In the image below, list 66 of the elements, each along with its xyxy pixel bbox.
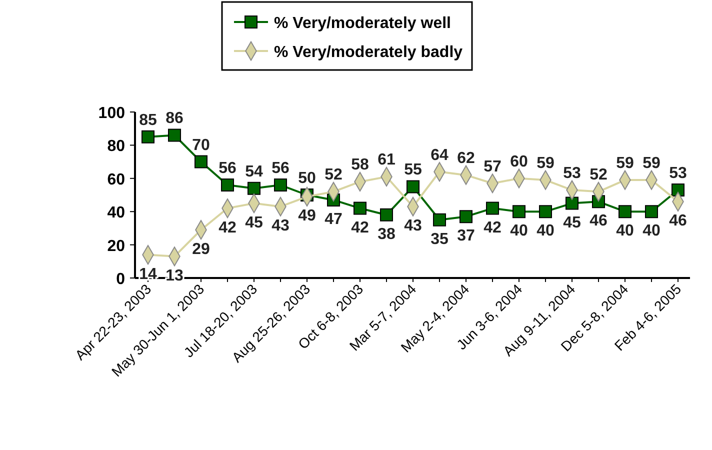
data-label: 64 bbox=[430, 146, 448, 164]
data-label: 46 bbox=[590, 212, 608, 230]
point bbox=[406, 180, 420, 194]
data-label: 52 bbox=[324, 166, 342, 184]
data-label: 85 bbox=[139, 112, 157, 129]
data-label: 52 bbox=[590, 166, 608, 184]
y-tick-label: 100 bbox=[98, 105, 126, 122]
point bbox=[618, 205, 632, 218]
point bbox=[194, 155, 208, 168]
y-tick-label: 60 bbox=[107, 171, 126, 188]
data-label: 45 bbox=[245, 214, 263, 232]
data-label: 38 bbox=[378, 226, 396, 243]
point bbox=[645, 205, 658, 218]
data-label: 56 bbox=[272, 160, 290, 178]
data-label: 55 bbox=[404, 162, 422, 179]
point bbox=[248, 182, 260, 195]
point bbox=[221, 178, 234, 192]
data-label: 53 bbox=[669, 165, 687, 182]
data-label: 53 bbox=[563, 165, 581, 182]
data-label: 46 bbox=[669, 212, 687, 230]
data-label: 86 bbox=[166, 110, 184, 128]
point bbox=[142, 130, 154, 144]
point bbox=[168, 128, 181, 142]
data-label: 59 bbox=[642, 155, 660, 172]
data-label: 54 bbox=[245, 163, 263, 180]
data-label: 45 bbox=[563, 214, 581, 232]
data-label: 61 bbox=[378, 152, 396, 169]
point bbox=[460, 210, 472, 224]
point bbox=[566, 196, 578, 210]
data-label: 40 bbox=[616, 222, 634, 240]
data-label: 29 bbox=[192, 240, 210, 258]
data-label: 43 bbox=[404, 218, 422, 235]
point bbox=[380, 208, 393, 222]
point bbox=[354, 202, 366, 215]
data-label: 57 bbox=[484, 158, 502, 176]
point bbox=[486, 202, 499, 215]
data-label: 59 bbox=[536, 155, 554, 172]
point bbox=[539, 205, 552, 218]
point bbox=[672, 184, 684, 197]
data-label: 50 bbox=[298, 170, 316, 187]
data-label: 59 bbox=[616, 155, 634, 172]
data-label: 42 bbox=[351, 219, 369, 236]
legend-label: % Very/moderately well bbox=[274, 15, 451, 32]
y-tick-label: 20 bbox=[107, 238, 126, 255]
data-label: 42 bbox=[484, 219, 502, 236]
data-label: 49 bbox=[298, 208, 316, 225]
data-label: 62 bbox=[457, 150, 475, 168]
point bbox=[433, 213, 446, 226]
data-label: 40 bbox=[536, 222, 554, 240]
data-label: 60 bbox=[510, 153, 528, 170]
legend-label: % Very/moderately badly bbox=[274, 44, 463, 61]
data-label: 40 bbox=[510, 222, 528, 240]
y-tick-label: 40 bbox=[107, 204, 126, 222]
data-label: 58 bbox=[351, 156, 369, 174]
data-label: 70 bbox=[192, 136, 210, 154]
data-label: 35 bbox=[430, 230, 448, 248]
point bbox=[512, 205, 526, 218]
y-tick-label: 0 bbox=[116, 271, 126, 288]
data-label: 56 bbox=[218, 160, 236, 178]
y-tick-label: 80 bbox=[107, 138, 126, 156]
data-label: 42 bbox=[218, 219, 236, 236]
point bbox=[274, 178, 287, 192]
data-label: 37 bbox=[457, 228, 475, 245]
data-label: 40 bbox=[642, 222, 660, 240]
data-label: 47 bbox=[324, 210, 342, 228]
data-label: 43 bbox=[272, 218, 290, 235]
